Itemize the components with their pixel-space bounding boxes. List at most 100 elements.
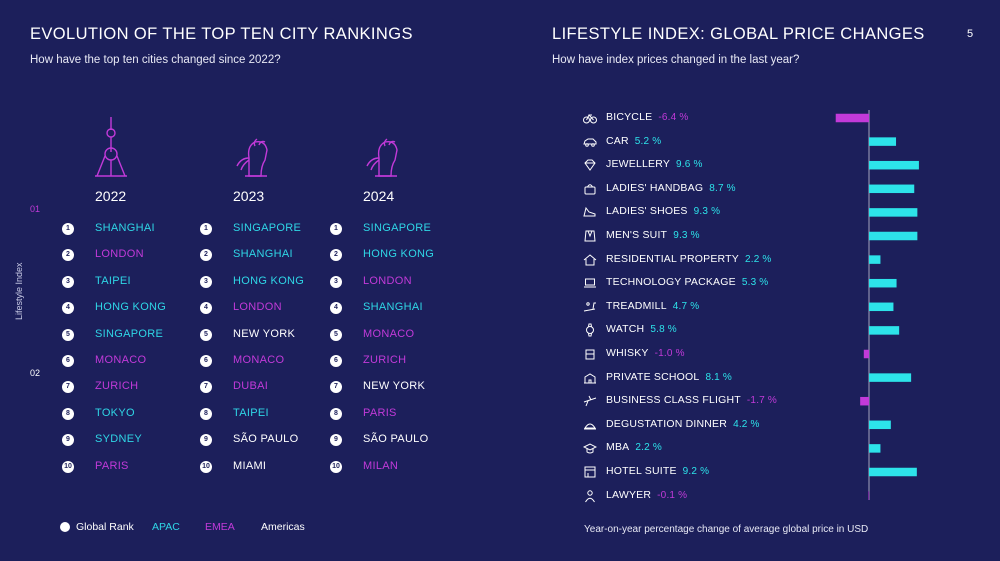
merlion-icon [235,136,275,183]
city-name: PARIS [95,459,129,472]
category-label: TREADMILL 4.7 % [606,300,699,312]
page-number: 5 [967,28,974,40]
category-name: LAWYER [606,488,652,501]
city-name: SÃO PAULO [233,433,299,446]
city-name: SÃO PAULO [363,433,429,446]
dinner-icon [583,418,597,432]
bar-treadmill [869,302,894,312]
city-name: TAIPEI [95,274,131,287]
bicycle-icon [583,111,597,125]
category-label: JEWELLERY 9.6 % [606,158,703,170]
category-name: TECHNOLOGY PACKAGE [606,276,736,289]
category-label: TECHNOLOGY PACKAGE 5.3 % [606,276,768,288]
hotel-icon [583,465,597,479]
rank-badge: 6 [62,355,74,367]
city-name: LONDON [95,248,144,261]
city-name: MONACO [233,354,285,366]
city-name: DUBAI [233,380,269,393]
city-name: ZURICH [95,380,139,393]
tier-label-top: 01 [30,204,41,214]
legend-americas: Americas [261,521,305,533]
category-name: BICYCLE [606,111,653,123]
rank-badge: 2 [62,249,74,262]
rank-badge: 9 [200,434,212,447]
category-name: CAR [606,134,629,147]
city-name: SHANGHAI [95,222,155,234]
value-label: 2.2 % [635,442,662,454]
city-name: HONG KONG [363,248,435,261]
graduation-cap-icon [582,441,598,455]
category-label: BICYCLE -6.4 % [606,111,688,123]
city-name: TOKYO [95,406,135,419]
value-label: 2.2 % [744,253,772,265]
category-label: WATCH 5.8 % [606,323,677,335]
category-name: BUSINESS CLASS FLIGHT [606,394,741,407]
category-label: WHISKY -1.0 % [606,347,685,359]
rank-badge: 1 [62,223,74,235]
bar-bicycle [835,113,869,123]
rank-badge: 3 [62,275,74,288]
treadmill-icon [583,300,597,314]
bar-ladies-shoes [869,208,918,217]
whisky-icon [583,347,597,361]
year-heading: 2023 [233,188,265,204]
rank-badge: 5 [62,328,74,341]
city-name: SYDNEY [95,433,143,446]
handbag-icon [583,182,597,196]
bar-jewellery [869,160,919,170]
city-name: MILAN [363,459,399,472]
rank-badge: 8 [62,407,74,420]
category-name: LADIES' SHOES [606,205,688,218]
rank-badge: 1 [330,223,342,235]
bar-mba [869,444,881,453]
category-label: PRIVATE SCHOOL 8.1 % [606,371,732,383]
city-name: SINGAPORE [95,327,164,340]
rank-badge: 9 [62,434,74,447]
rank-badge: 7 [200,381,212,394]
value-label: 9.3 % [693,206,721,218]
category-label: HOTEL SUITE 9.2 % [606,465,709,477]
city-name: MONACO [95,354,147,366]
right-title: LIFESTYLE INDEX: GLOBAL PRICE CHANGES [552,25,925,43]
value-label: 8.1 % [705,371,733,383]
bar-business-class-flight [860,396,869,406]
diamond-icon [583,158,597,172]
bar-residential-property [869,255,881,264]
rank-badge: 4 [62,302,74,315]
category-label: LAWYER -0.1 % [606,489,687,501]
value-label: 5.8 % [650,324,677,336]
car-icon [583,135,597,149]
rank-badge: 7 [62,381,74,394]
value-label: 5.2 % [634,135,662,147]
rank-badge: 3 [200,275,212,288]
value-label: 4.7 % [672,300,700,312]
rank-badge: 2 [200,249,212,262]
city-name: LONDON [233,301,282,314]
rank-badge: 1 [200,223,212,235]
category-name: WATCH [606,323,645,336]
shanghai-tower-icon [93,116,129,183]
value-label: -0.1 % [657,489,688,501]
bar-watch [869,326,900,335]
tier-label-bottom: 02 [30,368,41,378]
school-icon [583,371,597,385]
category-name: PRIVATE SCHOOL [606,370,700,383]
category-name: TREADMILL [606,299,667,312]
value-label: 9.6 % [676,159,703,171]
city-name: SHANGHAI [233,248,293,261]
rank-badge: 9 [330,434,342,447]
city-name: SHANGHAI [363,301,423,314]
bar-degustation-dinner [869,420,891,430]
global-rank-legend-dot [60,522,70,532]
category-label: RESIDENTIAL PROPERTY 2.2 % [606,253,772,265]
category-name: DEGUSTATION DINNER [606,417,728,430]
category-name: RESIDENTIAL PROPERTY [606,252,739,265]
bar-private-school [869,373,912,382]
bar-lawyer [868,491,870,500]
rank-badge: 5 [330,328,342,341]
bar-whisky [863,349,869,359]
left-title: EVOLUTION OF THE TOP TEN CITY RANKINGS [30,25,413,43]
rank-badge: 10 [330,460,342,473]
lawyer-icon [583,489,597,503]
category-label: LADIES' SHOES 9.3 % [606,205,720,217]
